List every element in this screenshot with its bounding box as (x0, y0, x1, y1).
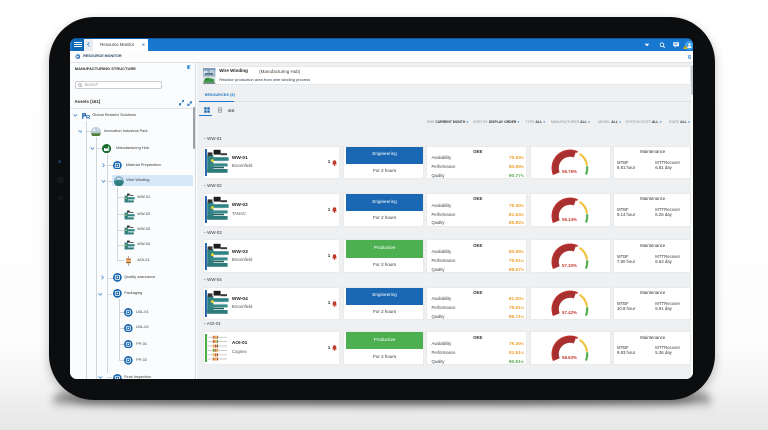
svg-text:58.76%: 58.76% (562, 169, 577, 174)
svg-text:58.14%: 58.14% (562, 217, 577, 222)
svg-text:57.42%: 57.42% (562, 310, 577, 315)
svg-text:58.63%: 58.63% (562, 355, 577, 360)
svg-text:57.32%: 57.32% (562, 263, 577, 268)
svg-text:R: R (86, 114, 90, 118)
